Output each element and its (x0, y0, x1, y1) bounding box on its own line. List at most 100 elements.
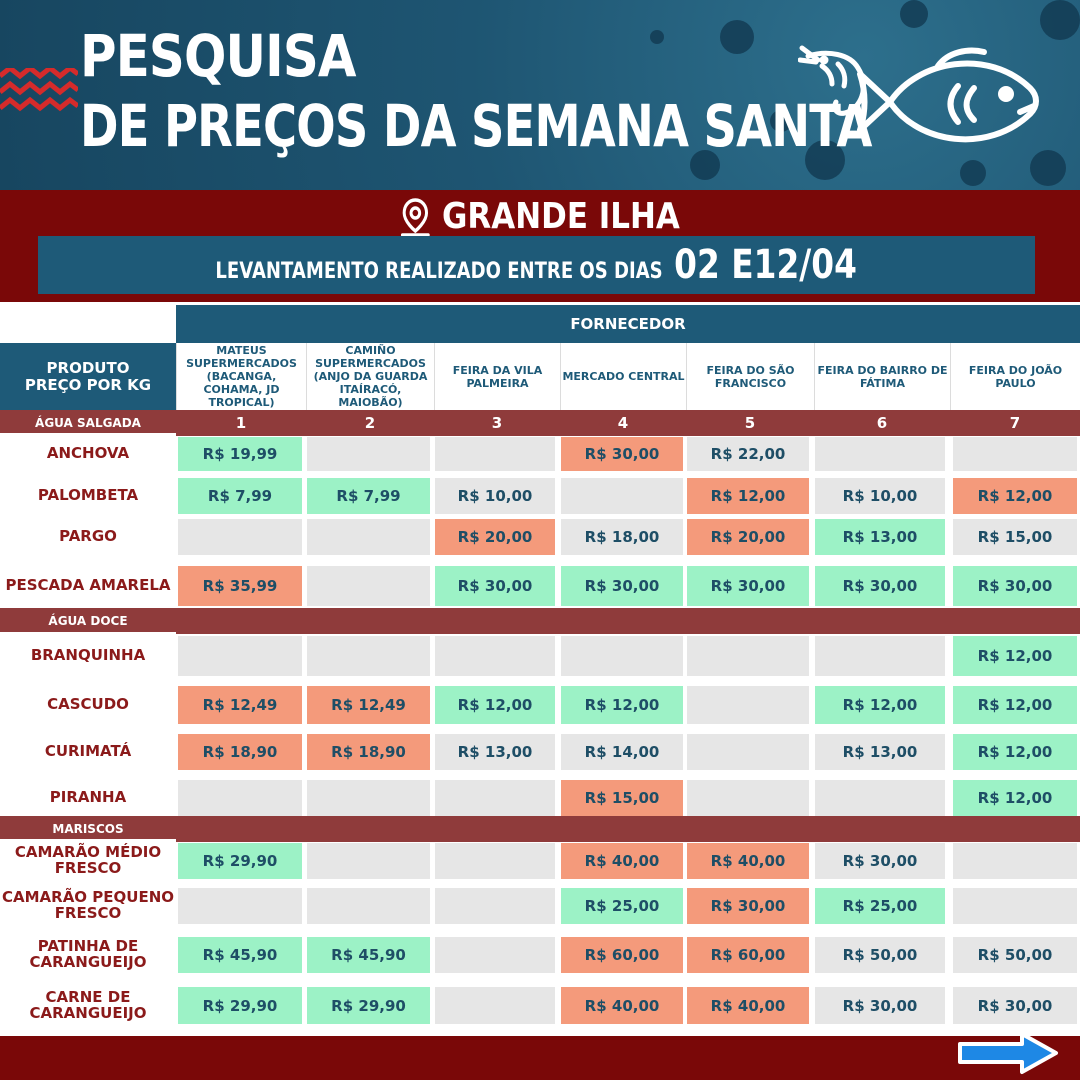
price-cell: R$ 22,00 (687, 437, 809, 471)
price-cell: R$ 13,00 (815, 519, 945, 555)
arrow-right-icon[interactable] (956, 1030, 1060, 1076)
price-cell: R$ 30,00 (815, 566, 945, 606)
price-cell: R$ 12,00 (435, 686, 555, 724)
section-label: MARISCOS (52, 822, 124, 836)
price-cell: R$ 29,90 (178, 987, 302, 1024)
price-cell (953, 843, 1077, 879)
page-title-line-2: DE PREÇOS DA SEMANA SANTA (80, 92, 872, 160)
price-cell: R$ 12,00 (815, 686, 945, 724)
price-cell: R$ 30,00 (561, 437, 683, 471)
product-name: PARGO (0, 515, 176, 557)
price-cell (953, 888, 1077, 924)
price-cell (307, 888, 430, 924)
decor-dot (805, 140, 845, 180)
product-name: PALOMBETA (0, 474, 176, 516)
price-cell: R$ 29,90 (178, 843, 302, 879)
supplier-header-3: FEIRA DA VILA PALMEIRA (434, 343, 560, 410)
price-cell: R$ 10,00 (435, 478, 555, 514)
price-cell: R$ 50,00 (815, 937, 945, 973)
decor-dot (900, 0, 928, 28)
price-cell (687, 686, 809, 724)
price-cell: R$ 10,00 (815, 478, 945, 514)
price-cell: R$ 12,49 (307, 686, 430, 724)
price-cell: R$ 19,99 (178, 437, 302, 471)
produto-header-line-2: PREÇO POR KG (24, 375, 152, 394)
price-cell: R$ 30,00 (815, 843, 945, 879)
price-cell: R$ 12,49 (178, 686, 302, 724)
decor-dot (720, 20, 754, 54)
fornecedor-header: FORNECEDOR (176, 305, 1080, 343)
supplier-number-row (0, 410, 1080, 436)
supplier-number-1: 1 (235, 414, 247, 432)
product-name: ANCHOVA (0, 433, 176, 473)
price-cell: R$ 45,90 (307, 937, 430, 973)
price-cell (307, 566, 430, 606)
section-label: ÁGUA DOCE (48, 614, 128, 628)
produto-header: PRODUTO PREÇO POR KG (0, 343, 176, 410)
price-cell: R$ 30,00 (953, 987, 1077, 1024)
product-name: CAMARÃO PEQUENO FRESCO (0, 884, 176, 926)
product-name: CASCUDO (0, 682, 176, 726)
supplier-number-4: 4 (617, 414, 629, 432)
price-cell: R$ 18,00 (561, 519, 683, 555)
decor-dot (650, 30, 664, 44)
price-cell (815, 780, 945, 816)
header-banner: PESQUISA DE PREÇOS DA SEMANA SANTA (0, 0, 1080, 190)
section-band (0, 816, 1080, 842)
location-pin-icon (400, 197, 430, 237)
survey-dates-box: LEVANTAMENTO REALIZADO ENTRE OS DIAS 02 … (38, 236, 1035, 294)
supplier-header-5: FEIRA DO SÃO FRANCISCO (686, 343, 814, 410)
price-cell: R$ 40,00 (687, 987, 809, 1024)
price-cell: R$ 30,00 (815, 987, 945, 1024)
price-cell: R$ 15,00 (561, 780, 683, 816)
price-cell: R$ 14,00 (561, 734, 683, 770)
price-cell (178, 888, 302, 924)
decor-dot (770, 110, 792, 132)
price-cell: R$ 20,00 (687, 519, 809, 555)
price-cell (178, 519, 302, 555)
price-cell (435, 843, 555, 879)
footer-band (0, 1036, 1080, 1080)
price-cell (435, 636, 555, 676)
fish-icon (857, 47, 1039, 143)
price-cell (435, 937, 555, 973)
price-cell (435, 888, 555, 924)
price-cell: R$ 7,99 (307, 478, 430, 514)
product-name: CURIMATÁ (0, 730, 176, 772)
decor-dot (1040, 0, 1080, 40)
supplier-number-3: 3 (491, 414, 503, 432)
price-cell (307, 519, 430, 555)
price-cell: R$ 30,00 (953, 566, 1077, 606)
survey-dates-label: LEVANTAMENTO REALIZADO ENTRE OS DIAS (215, 259, 664, 284)
decor-dot (690, 150, 720, 180)
price-cell (561, 478, 683, 514)
region-title: GRANDE ILHA (0, 196, 1080, 246)
price-cell: R$ 13,00 (815, 734, 945, 770)
price-cell: R$ 29,90 (307, 987, 430, 1024)
decor-dot (1030, 150, 1066, 186)
fish-illustration (798, 45, 1039, 143)
price-cell (687, 780, 809, 816)
price-cell (687, 636, 809, 676)
price-cell: R$ 60,00 (687, 937, 809, 973)
price-cell: R$ 12,00 (561, 686, 683, 724)
survey-dates-value: 02 E12/04 (674, 242, 858, 288)
price-cell (307, 843, 430, 879)
price-cell: R$ 30,00 (687, 566, 809, 606)
price-cell (687, 734, 809, 770)
supplier-header-2: CAMIÑO SUPERMERCADOS (ANJO DA GUARDA ITA… (306, 343, 434, 410)
price-cell: R$ 18,90 (178, 734, 302, 770)
supplier-header-4: MERCADO CENTRAL (560, 343, 686, 410)
supplier-number-5: 5 (744, 414, 756, 432)
price-cell (435, 987, 555, 1024)
price-cell: R$ 40,00 (687, 843, 809, 879)
price-cell: R$ 45,90 (178, 937, 302, 973)
price-cell: R$ 40,00 (561, 987, 683, 1024)
price-cell: R$ 50,00 (953, 937, 1077, 973)
product-name: PESCADA AMARELA (0, 562, 176, 608)
supplier-header-1: MATEUS SUPERMERCADOS (BACANGA, COHAMA, J… (176, 343, 306, 410)
price-cell: R$ 60,00 (561, 937, 683, 973)
supplier-header-7: FEIRA DO JOÃO PAULO (950, 343, 1080, 410)
region-name: GRANDE ILHA (441, 196, 680, 237)
price-cell: R$ 20,00 (435, 519, 555, 555)
